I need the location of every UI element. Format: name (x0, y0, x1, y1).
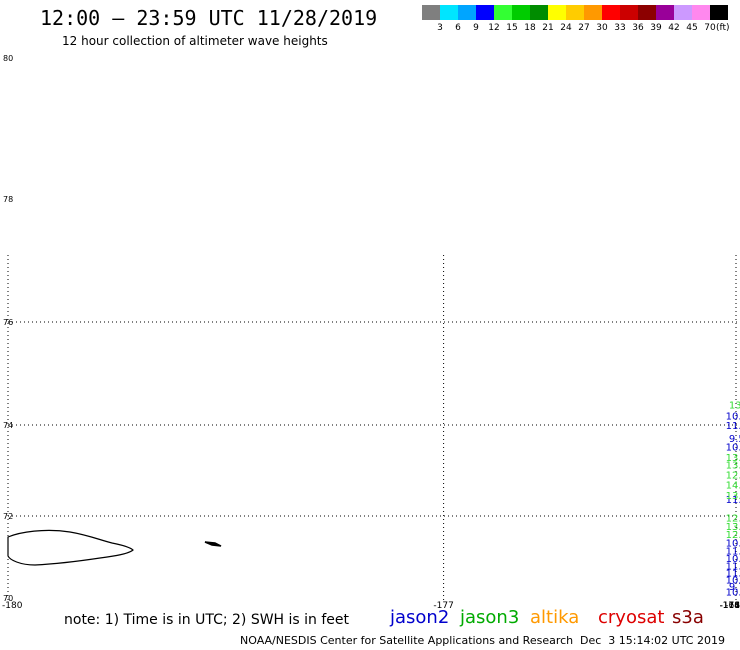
colorbar-swatch (602, 5, 620, 20)
generation-timestamp: Dec 3 15:14:02 UTC 2019 (580, 634, 725, 647)
y-tick-label: 80 (3, 54, 13, 63)
colorbar-swatch (566, 5, 584, 20)
x-tick-label: -168 (720, 601, 740, 610)
swh-point-jason3: 14.10 (726, 481, 740, 492)
data-labels: 10.779.7810.8911.2911.0010.0911.8510.651… (726, 401, 740, 599)
colorbar-label: 9 (473, 23, 479, 33)
colorbar-swatch (422, 5, 440, 20)
colorbar-label: 15 (506, 23, 518, 33)
colorbar-label: 18 (524, 23, 536, 33)
colorbar-label: 27 (578, 23, 590, 33)
colorbar-label: 39 (650, 23, 662, 33)
colorbar-label: 42 (668, 23, 680, 33)
colorbar-unit: (ft) (716, 23, 730, 33)
swh-point-jason2: 10.09 (726, 554, 740, 565)
chart-title: 12:00 — 23:59 UTC 11/28/2019 (40, 6, 378, 30)
colorbar-label: 70 (704, 23, 716, 33)
swh-point-jason2: 9.78 (729, 582, 740, 593)
mission-s3a: s3a (672, 607, 704, 628)
swh-point-jason2: 10.56 (726, 411, 740, 422)
colorbar-swatch (638, 5, 656, 20)
colorbar-swatch (548, 5, 566, 20)
colorbar-swatch (710, 5, 728, 20)
colorbar-swatch (476, 5, 494, 20)
islet-coastline (204, 541, 222, 547)
swh-point-jason3: 12.04 (726, 530, 740, 541)
colorbar-swatch (512, 5, 530, 20)
colorbar-label: 24 (560, 23, 572, 33)
swh-point-jason2: 10.65 (726, 538, 740, 549)
colorbar-label: 36 (632, 23, 644, 33)
altimeter-map: 80 78 76 74 72 70-180 -177 -174-171-168-16 10.7… (2, 54, 740, 610)
map-grid (7, 255, 740, 600)
colorbar-swatch (584, 5, 602, 20)
mission-jason3: jason3 (460, 607, 520, 628)
x-tick-label: -174 (720, 601, 740, 610)
colorbar-label: 30 (596, 23, 608, 33)
colorbar-swatch (620, 5, 638, 20)
chart-subtitle: 12 hour collection of altimeter wave hei… (62, 34, 328, 48)
x-tick-label: -171 (720, 601, 740, 610)
swh-point-jason2: 11.00 (726, 561, 740, 572)
y-tick-label: 74 (3, 421, 13, 430)
island-coastline (7, 529, 134, 566)
mission-jason2: jason2 (390, 607, 450, 628)
swh-point-jason3: 13.84 (726, 453, 740, 464)
colorbar-label: 12 (488, 23, 500, 33)
axis-tick-labels: 80 78 76 74 72 70-180 -177 -174-171-168-16 (2, 54, 740, 610)
x-tick-label: -16 (725, 601, 740, 610)
swh-point-jason3: 13.82 (726, 491, 740, 502)
swh-point-jason3: 13.8 (729, 401, 740, 412)
y-tick-label: 72 (3, 512, 13, 521)
swh-point-jason2: 11.85 (726, 547, 740, 558)
y-tick-label: 70 (3, 594, 13, 603)
swh-point-jason2: 9.54 (729, 434, 740, 445)
swh-point-jason2: 10.77 (726, 588, 740, 599)
swh-point-jason3: 13.55 (726, 461, 740, 472)
y-tick-label: 78 (3, 195, 13, 204)
swh-point-jason3: 12.45 (726, 514, 740, 525)
colorbar-swatch (458, 5, 476, 20)
swh-point-jason2: 11.90 (726, 495, 740, 506)
mission-altika: altika (530, 607, 580, 628)
credit-line: NOAA/NESDIS Center for Satellite Applica… (240, 634, 574, 647)
colorbar-label: 6 (455, 23, 461, 33)
colorbar-label: 45 (686, 23, 698, 33)
swh-point-jason2: 11.12 (726, 421, 740, 432)
x-tick-label: -180 (2, 601, 23, 610)
y-tick-label: 76 (3, 318, 13, 327)
swh-point-jason2: 10.82 (726, 442, 740, 453)
x-tick-label: -177 (433, 601, 453, 610)
colorbar-swatch (494, 5, 512, 20)
swh-point-jason2: 11.29 (726, 569, 740, 580)
coastline (7, 529, 222, 566)
swh-point-jason2: 10.89 (726, 576, 740, 587)
swh-point-jason3: 12.35 (726, 471, 740, 482)
units-note: note: 1) Time is in UTC; 2) SWH is in fe… (64, 612, 350, 628)
mission-cryosat: cryosat (598, 607, 665, 628)
swh-point-jason3: 13.02 (726, 522, 740, 533)
colorbar-swatch (692, 5, 710, 20)
colorbar-swatch (530, 5, 548, 20)
colorbar-label: 33 (614, 23, 626, 33)
colorbar-swatch (440, 5, 458, 20)
colorbar-swatch (656, 5, 674, 20)
colorbar-label: 3 (437, 23, 443, 33)
colorbar-swatch (674, 5, 692, 20)
colorbar-label: 21 (542, 23, 554, 33)
